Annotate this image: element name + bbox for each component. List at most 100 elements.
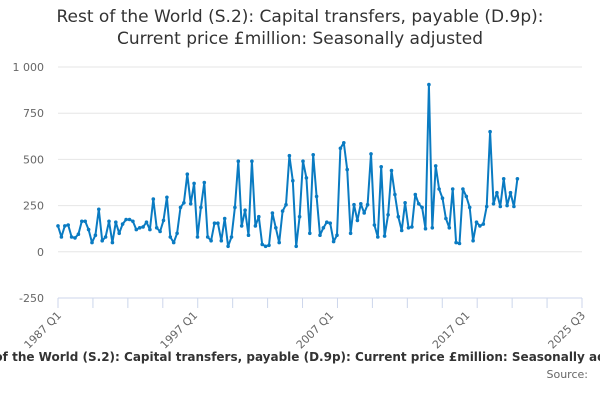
data-point[interactable] bbox=[83, 219, 87, 224]
data-point[interactable] bbox=[321, 226, 326, 230]
data-point[interactable] bbox=[355, 218, 360, 223]
data-point[interactable] bbox=[175, 231, 179, 236]
data-point[interactable] bbox=[134, 227, 139, 232]
data-point[interactable] bbox=[250, 159, 254, 163]
data-point[interactable] bbox=[229, 235, 234, 239]
data-point[interactable] bbox=[471, 238, 475, 243]
data-point[interactable] bbox=[318, 233, 322, 237]
data-point[interactable] bbox=[464, 194, 469, 199]
data-point[interactable] bbox=[372, 223, 377, 227]
data-point[interactable] bbox=[416, 202, 421, 206]
data-point[interactable] bbox=[386, 213, 390, 217]
data-point[interactable] bbox=[260, 242, 265, 247]
data-point[interactable] bbox=[331, 239, 336, 244]
data-point[interactable] bbox=[69, 235, 74, 239]
data-point[interactable] bbox=[478, 224, 482, 228]
data-point[interactable] bbox=[161, 218, 166, 223]
data-point[interactable] bbox=[406, 226, 411, 230]
data-point[interactable] bbox=[212, 221, 217, 225]
data-point[interactable] bbox=[141, 225, 145, 229]
data-point[interactable] bbox=[205, 235, 210, 239]
data-point[interactable] bbox=[294, 244, 299, 249]
data-point[interactable] bbox=[382, 234, 387, 238]
data-point[interactable] bbox=[335, 233, 339, 237]
data-point[interactable] bbox=[515, 177, 520, 181]
data-point[interactable] bbox=[338, 146, 343, 151]
data-point[interactable] bbox=[100, 238, 104, 243]
data-point[interactable] bbox=[495, 190, 499, 195]
data-point[interactable] bbox=[202, 180, 207, 185]
data-point[interactable] bbox=[481, 222, 486, 226]
data-point[interactable] bbox=[144, 220, 149, 224]
data-point[interactable] bbox=[192, 181, 196, 186]
data-point[interactable] bbox=[403, 201, 407, 205]
data-point[interactable] bbox=[369, 152, 373, 156]
data-point[interactable] bbox=[127, 217, 132, 222]
data-point[interactable] bbox=[328, 221, 333, 225]
data-point[interactable] bbox=[450, 187, 455, 191]
data-point[interactable] bbox=[114, 220, 118, 224]
data-point[interactable] bbox=[325, 220, 329, 224]
data-point[interactable] bbox=[93, 233, 98, 237]
data-point[interactable] bbox=[178, 205, 183, 210]
data-point[interactable] bbox=[158, 229, 162, 234]
data-point[interactable] bbox=[267, 243, 271, 248]
data-point[interactable] bbox=[430, 226, 435, 230]
data-point[interactable] bbox=[219, 238, 224, 243]
data-point[interactable] bbox=[239, 224, 244, 228]
data-point[interactable] bbox=[148, 227, 152, 232]
data-point[interactable] bbox=[120, 222, 125, 226]
data-point[interactable] bbox=[461, 187, 465, 191]
data-point[interactable] bbox=[447, 226, 452, 230]
data-point[interactable] bbox=[124, 217, 128, 222]
data-point[interactable] bbox=[467, 205, 472, 210]
data-point[interactable] bbox=[352, 202, 356, 207]
data-point[interactable] bbox=[308, 231, 312, 236]
data-point[interactable] bbox=[226, 244, 230, 249]
data-point[interactable] bbox=[80, 219, 84, 224]
data-point[interactable] bbox=[66, 223, 70, 227]
data-point[interactable] bbox=[117, 231, 121, 236]
data-point[interactable] bbox=[291, 178, 295, 183]
data-point[interactable] bbox=[301, 159, 305, 163]
data-point[interactable] bbox=[280, 209, 285, 213]
data-point[interactable] bbox=[314, 194, 319, 199]
data-point[interactable] bbox=[348, 231, 353, 236]
data-point[interactable] bbox=[512, 204, 516, 209]
data-point[interactable] bbox=[233, 205, 237, 210]
data-point[interactable] bbox=[379, 165, 384, 169]
data-point[interactable] bbox=[505, 203, 509, 208]
data-point[interactable] bbox=[110, 240, 115, 245]
data-point[interactable] bbox=[168, 235, 173, 239]
data-point[interactable] bbox=[444, 216, 448, 221]
data-point[interactable] bbox=[393, 192, 397, 197]
data-point[interactable] bbox=[284, 202, 288, 207]
data-point[interactable] bbox=[376, 235, 380, 239]
data-point[interactable] bbox=[243, 208, 247, 212]
data-point[interactable] bbox=[488, 129, 492, 134]
data-point[interactable] bbox=[491, 202, 496, 206]
data-point[interactable] bbox=[107, 219, 111, 224]
data-point[interactable] bbox=[389, 168, 394, 173]
data-point[interactable] bbox=[165, 195, 169, 200]
data-point[interactable] bbox=[246, 233, 251, 237]
data-point[interactable] bbox=[498, 204, 503, 209]
data-point[interactable] bbox=[131, 219, 135, 224]
data-point[interactable] bbox=[59, 235, 64, 239]
data-point[interactable] bbox=[103, 235, 108, 239]
data-point[interactable] bbox=[188, 202, 193, 206]
data-point[interactable] bbox=[76, 232, 81, 236]
data-point[interactable] bbox=[195, 235, 200, 239]
data-point[interactable] bbox=[433, 164, 438, 168]
data-point[interactable] bbox=[222, 216, 227, 221]
data-point[interactable] bbox=[345, 167, 350, 172]
data-point[interactable] bbox=[171, 240, 176, 245]
data-point[interactable] bbox=[199, 205, 203, 210]
data-point[interactable] bbox=[440, 196, 445, 200]
data-point[interactable] bbox=[365, 202, 370, 207]
data-point[interactable] bbox=[399, 228, 404, 233]
data-point[interactable] bbox=[216, 221, 220, 225]
data-point[interactable] bbox=[423, 226, 428, 231]
data-point[interactable] bbox=[97, 207, 101, 212]
data-point[interactable] bbox=[151, 197, 156, 201]
